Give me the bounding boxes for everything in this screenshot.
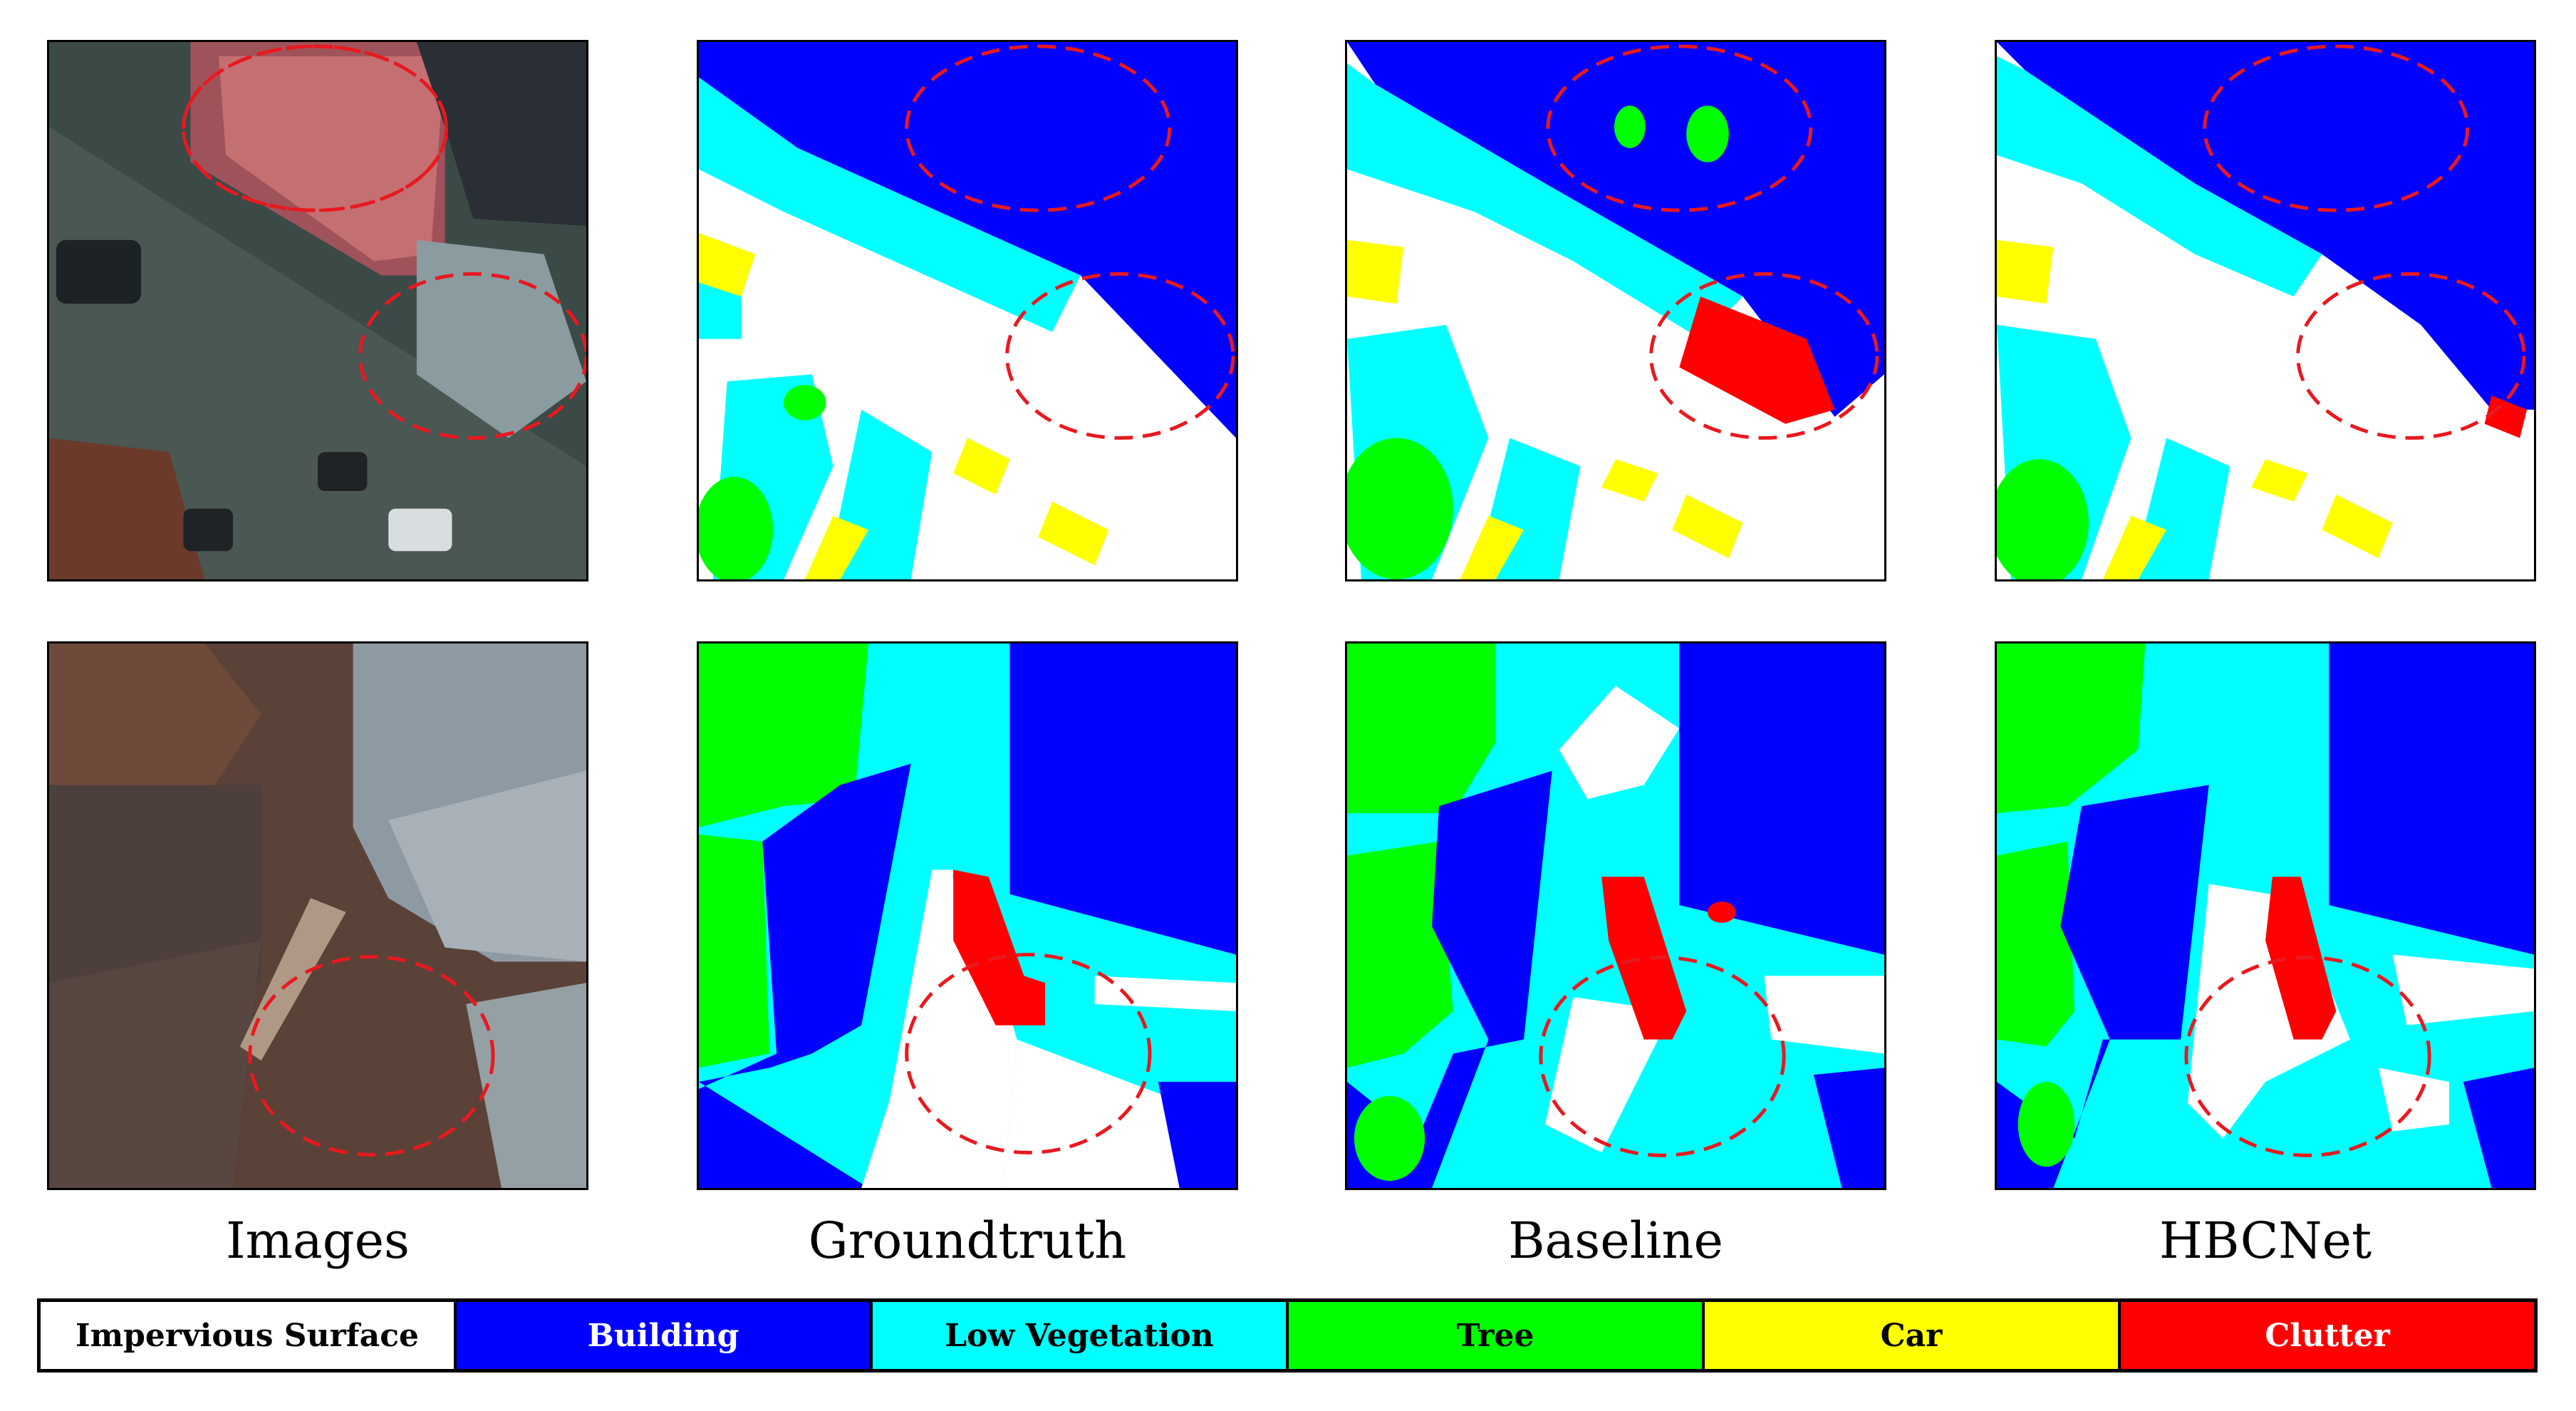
legend-label: Low Vegetation [945,1317,1214,1354]
legend-item-car: Car [1705,1302,2121,1369]
column-label-images: Images [226,1211,410,1270]
hbcnet-panel-row1 [1995,40,2536,582]
image-panel-row1 [47,40,588,582]
baseline-panel-row1 [1345,40,1886,582]
legend-item-tree: Tree [1289,1302,1705,1369]
groundtruth-panel-row1 [697,40,1238,582]
legend-label: Impervious Surface [76,1317,419,1354]
baseline-panel-row2 [1345,641,1886,1190]
groundtruth-panel-row2 [697,641,1238,1190]
column-label-baseline: Baseline [1508,1211,1723,1270]
legend-item-impervious-surface: Impervious Surface [41,1302,457,1369]
hbcnet-panel-row2 [1995,641,2536,1190]
image-panel-row2 [47,641,588,1190]
legend-item-building: Building [457,1302,873,1369]
legend-item-low-vegetation: Low Vegetation [873,1302,1289,1369]
legend-label: Tree [1456,1317,1534,1354]
column-label-groundtruth: Groundtruth [808,1211,1127,1270]
legend-label: Clutter [2265,1317,2390,1354]
legend-item-clutter: Clutter [2121,1302,2534,1369]
legend-label: Car [1880,1317,1943,1354]
column-label-hbcnet: HBCNet [2159,1211,2372,1270]
class-legend: Impervious Surface Building Low Vegetati… [37,1298,2538,1373]
legend-label: Building [587,1317,739,1354]
